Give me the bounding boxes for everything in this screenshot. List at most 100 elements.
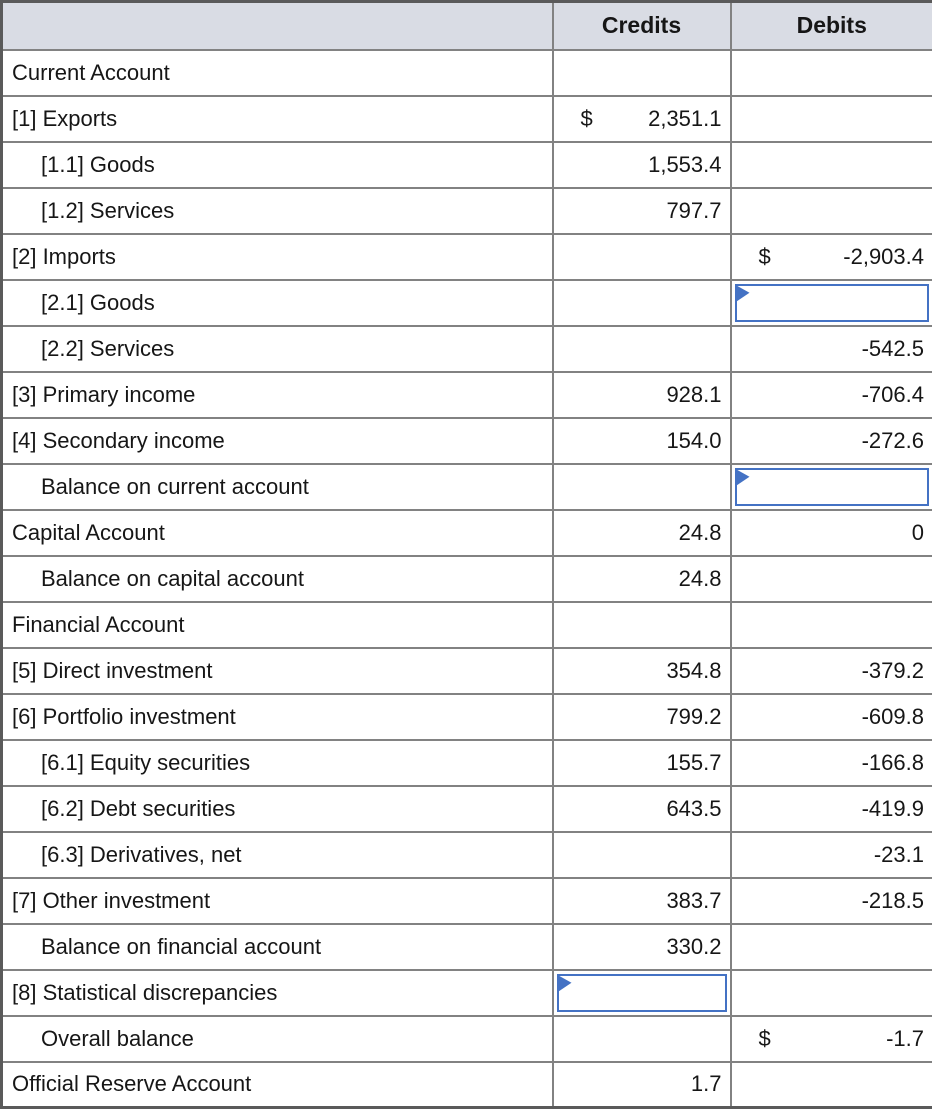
credits-cell: 24.8 bbox=[551, 554, 732, 603]
row-label-cell: Balance on current account bbox=[0, 462, 554, 511]
credits-cell: 154.0 bbox=[551, 416, 732, 465]
credits-cell bbox=[551, 232, 732, 281]
debits-value: -542.5 bbox=[861, 335, 924, 361]
row-label: Balance on current account bbox=[41, 473, 309, 499]
row-label: [1] Exports bbox=[12, 105, 118, 131]
row-label-cell: [6] Portfolio investment bbox=[0, 692, 554, 741]
credits-value: 928.1 bbox=[666, 381, 722, 407]
credits-cell: 799.2 bbox=[551, 692, 732, 741]
row-label: [2.2] Services bbox=[41, 335, 175, 361]
debits-cell bbox=[729, 462, 932, 511]
answer-input-credits[interactable] bbox=[556, 973, 727, 1012]
table-row: [6.3] Derivatives, net -23.1 bbox=[0, 830, 932, 879]
marker-triangle-icon bbox=[736, 285, 750, 302]
credits-value: 24.8 bbox=[678, 565, 722, 591]
credits-cell: 383.7 bbox=[551, 876, 732, 925]
debits-cell: -23.1 bbox=[729, 830, 932, 879]
header-row: Credits Debits bbox=[0, 0, 932, 51]
credits-value: 1.7 bbox=[690, 1071, 722, 1097]
debits-cell bbox=[729, 94, 932, 143]
debits-cell bbox=[729, 186, 932, 235]
currency-symbol: $ bbox=[580, 105, 593, 131]
debits-cell: -609.8 bbox=[729, 692, 932, 741]
answer-input-debits[interactable] bbox=[734, 283, 929, 322]
row-label: [6.3] Derivatives, net bbox=[41, 841, 242, 867]
table-row: [7] Other investment 383.7 -218.5 bbox=[0, 876, 932, 925]
row-label: [2] Imports bbox=[12, 243, 116, 269]
debits-value: -272.6 bbox=[861, 427, 924, 453]
row-label-cell: Balance on financial account bbox=[0, 922, 554, 971]
row-label-cell: [1.1] Goods bbox=[0, 140, 554, 189]
credits-cell: $2,351.1 bbox=[551, 94, 732, 143]
table-row: Overall balance $ -1.7 bbox=[0, 1014, 932, 1063]
row-label-cell: [2.1] Goods bbox=[0, 278, 554, 327]
row-label-cell: Capital Account bbox=[0, 508, 554, 557]
row-label: Financial Account bbox=[12, 611, 185, 637]
row-label-cell: [8] Statistical discrepancies bbox=[0, 968, 554, 1017]
currency-symbol: $ bbox=[758, 1025, 771, 1051]
debits-cell bbox=[729, 922, 932, 971]
debits-cell: -379.2 bbox=[729, 646, 932, 695]
credits-cell bbox=[551, 968, 732, 1017]
credits-cell bbox=[551, 48, 732, 97]
debits-cell bbox=[729, 140, 932, 189]
debits-value: -706.4 bbox=[861, 381, 924, 407]
row-label: [7] Other investment bbox=[12, 887, 211, 913]
credits-value: 330.2 bbox=[666, 933, 722, 959]
row-label-cell: [6.1] Equity securities bbox=[0, 738, 554, 787]
row-label: Balance on capital account bbox=[41, 565, 304, 591]
table-row: Balance on financial account 330.2 bbox=[0, 922, 932, 971]
debits-cell bbox=[729, 48, 932, 97]
row-label: Official Reserve Account bbox=[12, 1071, 252, 1097]
row-label-cell: [5] Direct investment bbox=[0, 646, 554, 695]
credits-cell: 797.7 bbox=[551, 186, 732, 235]
table-row: Official Reserve Account 1.7 bbox=[0, 1060, 932, 1109]
row-label-cell: Financial Account bbox=[0, 600, 554, 649]
row-label: [6.2] Debt securities bbox=[41, 795, 236, 821]
row-label-cell: [4] Secondary income bbox=[0, 416, 554, 465]
row-label-cell: [6.2] Debt securities bbox=[0, 784, 554, 833]
row-label-cell: [1.2] Services bbox=[0, 186, 554, 235]
table-row: Balance on current account bbox=[0, 462, 932, 511]
row-label-cell: [6.3] Derivatives, net bbox=[0, 830, 554, 879]
row-label: [1.2] Services bbox=[41, 197, 175, 223]
debits-cell: -419.9 bbox=[729, 784, 932, 833]
credits-cell: 155.7 bbox=[551, 738, 732, 787]
credits-value: 154.0 bbox=[666, 427, 722, 453]
credits-value: 155.7 bbox=[666, 749, 722, 775]
debits-value: -23.1 bbox=[873, 841, 924, 867]
credits-cell: 354.8 bbox=[551, 646, 732, 695]
row-label: Current Account bbox=[12, 59, 170, 85]
row-label-cell: Overall balance bbox=[0, 1014, 554, 1063]
credits-cell bbox=[551, 830, 732, 879]
credits-cell bbox=[551, 462, 732, 511]
table-row: [8] Statistical discrepancies bbox=[0, 968, 932, 1017]
column-header-debits: Debits bbox=[729, 0, 932, 51]
row-label: Overall balance bbox=[41, 1025, 194, 1051]
table-row: Balance on capital account 24.8 bbox=[0, 554, 932, 603]
row-label: [4] Secondary income bbox=[12, 427, 225, 453]
credits-cell bbox=[551, 324, 732, 373]
debits-cell: $ -1.7 bbox=[729, 1014, 932, 1063]
marker-triangle-icon bbox=[558, 975, 572, 992]
table-row: Financial Account bbox=[0, 600, 932, 649]
debits-value: -218.5 bbox=[861, 887, 924, 913]
answer-input-debits[interactable] bbox=[734, 467, 929, 506]
table-row: [1.1] Goods 1,553.4 bbox=[0, 140, 932, 189]
column-header-blank bbox=[0, 0, 554, 51]
credits-cell: 1,553.4 bbox=[551, 140, 732, 189]
credits-cell: 1.7 bbox=[551, 1060, 732, 1109]
debits-cell: -272.6 bbox=[729, 416, 932, 465]
credits-cell: 928.1 bbox=[551, 370, 732, 419]
debits-cell bbox=[729, 600, 932, 649]
row-label: [8] Statistical discrepancies bbox=[12, 979, 278, 1005]
credits-value: 383.7 bbox=[666, 887, 722, 913]
row-label-cell: [2] Imports bbox=[0, 232, 554, 281]
table-row: [2] Imports $ -2,903.4 bbox=[0, 232, 932, 281]
row-label-cell: Current Account bbox=[0, 48, 554, 97]
table-row: [5] Direct investment 354.8 -379.2 bbox=[0, 646, 932, 695]
debits-value: -2,903.4 bbox=[843, 243, 924, 269]
debits-cell: -166.8 bbox=[729, 738, 932, 787]
